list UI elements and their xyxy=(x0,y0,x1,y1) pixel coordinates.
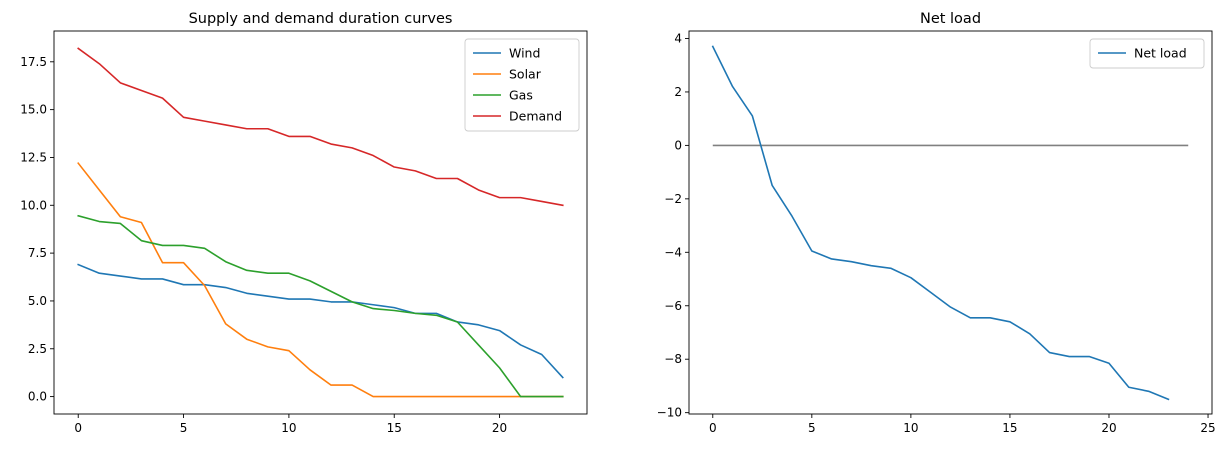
y-tick-label: −8 xyxy=(664,352,682,366)
legend-label-net-load: Net load xyxy=(1134,46,1187,61)
x-tick-label: 10 xyxy=(903,421,918,435)
legend-label-gas: Gas xyxy=(509,88,533,103)
series-line-demand xyxy=(77,47,564,207)
series-line-gas xyxy=(77,214,564,398)
x-tick-label: 5 xyxy=(808,421,816,435)
x-tick-label: 15 xyxy=(387,421,402,435)
x-tick-label: 20 xyxy=(1101,421,1116,435)
y-tick-label: −10 xyxy=(657,406,682,420)
series-line-net-load xyxy=(711,45,1170,401)
y-tick-label: −2 xyxy=(664,192,682,206)
y-tick-label: 5.0 xyxy=(28,294,47,308)
legend: Wind Solar Gas Demand xyxy=(464,38,580,132)
y-tick-label: 2.5 xyxy=(28,342,47,356)
y-tick-label: 12.5 xyxy=(20,150,47,164)
y-tick-label: −6 xyxy=(664,299,682,313)
x-tick-label: 25 xyxy=(1200,421,1215,435)
y-tick-label: 2 xyxy=(674,85,682,99)
y-tick-label: 15.0 xyxy=(20,103,47,117)
y-tick-label: 10.0 xyxy=(20,198,47,212)
legend-box xyxy=(1089,38,1205,69)
legend: Net load xyxy=(1089,38,1205,69)
legend-label-demand: Demand xyxy=(509,109,562,124)
series-line-solar xyxy=(77,162,564,398)
y-tick-label: 17.5 xyxy=(20,55,47,69)
legend-box xyxy=(464,38,580,132)
plot-frame xyxy=(688,30,1213,415)
x-tick-label: 0 xyxy=(709,421,717,435)
y-tick-label: −4 xyxy=(664,245,682,259)
x-tick-label: 20 xyxy=(492,421,507,435)
legend-label-solar: Solar xyxy=(509,67,542,82)
supply-demand-chart: Supply and demand duration curves 0 5 10 15… xyxy=(20,11,588,435)
series-line-wind xyxy=(77,263,564,379)
x-tick-label: 10 xyxy=(281,421,296,435)
y-tick-label: 4 xyxy=(674,31,682,45)
chart-title-net-load: Net load xyxy=(920,11,981,27)
chart-title-supply-demand: Supply and demand duration curves xyxy=(189,11,453,27)
y-tick-label: 0.0 xyxy=(28,390,47,404)
net-load-chart: Net load 0 5 10 15 20 25 −10 −8 −6 −4 −2 0 2 4 Net loa… xyxy=(657,11,1216,435)
plot-frame xyxy=(53,30,588,415)
y-tick-label: 0 xyxy=(674,138,682,152)
x-tick-label: 5 xyxy=(180,421,188,435)
x-tick-label: 0 xyxy=(74,421,82,435)
x-tick-label: 15 xyxy=(1002,421,1017,435)
legend-label-wind: Wind xyxy=(509,46,540,61)
y-tick-label: 7.5 xyxy=(28,246,47,260)
